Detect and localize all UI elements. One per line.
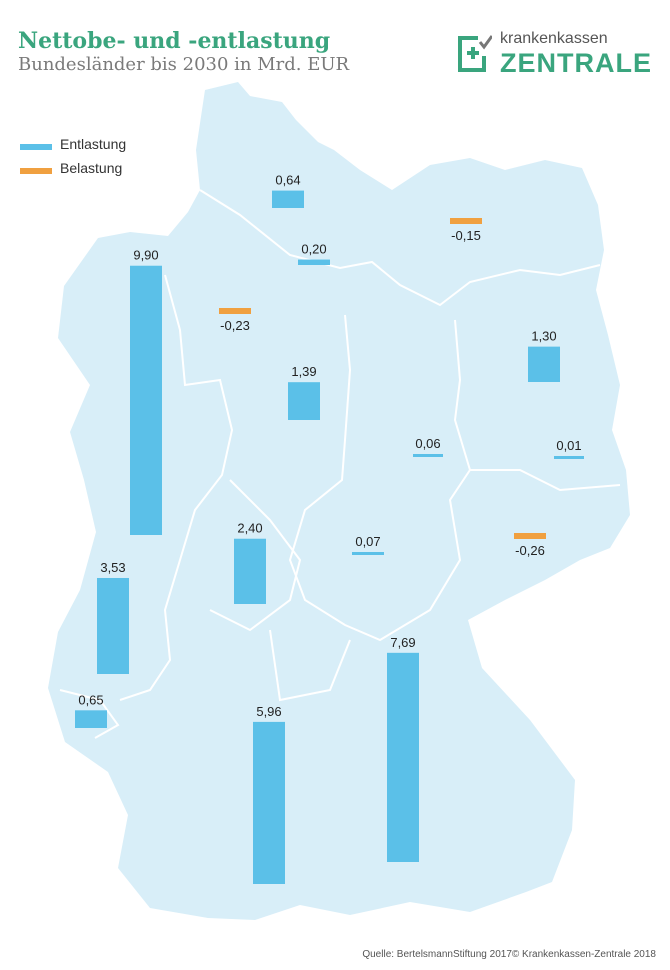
chart-subtitle: Bundesländer bis 2030 in Mrd. EUR	[18, 54, 350, 75]
bar-4	[219, 308, 251, 314]
bar-label-0: 0,64	[275, 173, 300, 188]
brand-logo: krankenkassen ZENTRALE	[452, 30, 662, 78]
bar-7	[413, 454, 443, 457]
bar-14	[75, 710, 107, 728]
bar-label-1: -0,15	[451, 228, 481, 243]
bar-group: 0,64 -0,15 0,20 9,90 -0,23 1,30 1,39 0,06 0,01 2,…	[75, 173, 584, 884]
border-west	[119, 274, 234, 701]
bar-label-9: 2,40	[237, 521, 262, 536]
bar-label-15: 5,96	[256, 704, 281, 719]
bar-label-10: 0,07	[355, 534, 380, 549]
shield-cross-check-icon	[458, 35, 492, 72]
bar-label-8: 0,01	[556, 438, 581, 453]
border-east	[453, 319, 471, 471]
bar-15	[253, 721, 285, 884]
bar-5	[528, 346, 560, 382]
chart-title: Nettobe- und -entlastung	[18, 28, 331, 54]
bar-label-6: 1,39	[291, 364, 316, 379]
bar-label-3: 9,90	[133, 248, 158, 263]
bar-label-13: 7,69	[390, 635, 415, 650]
bar-9	[234, 538, 266, 604]
bar-label-12: 3,53	[100, 560, 125, 575]
border-central	[288, 314, 621, 642]
bar-6	[288, 382, 320, 420]
legend-label-belastung: Belastung	[60, 160, 123, 176]
border-north	[199, 189, 601, 307]
bar-label-14: 0,65	[78, 692, 103, 707]
bar-1	[450, 218, 482, 224]
bar-label-2: 0,20	[301, 242, 326, 257]
bar-3	[130, 265, 162, 535]
bar-8	[554, 456, 584, 459]
bar-label-5: 1,30	[531, 329, 556, 344]
bar-12	[97, 577, 129, 674]
legend-swatch-belastung	[20, 168, 52, 174]
logo-text-bottom: ZENTRALE	[500, 48, 652, 78]
legend-label-entlastung: Entlastung	[60, 136, 127, 152]
border-hessen	[209, 479, 302, 632]
bar-10	[352, 552, 384, 555]
state-borders	[59, 189, 621, 739]
border-south	[269, 629, 351, 702]
bar-label-11: -0,26	[515, 543, 545, 558]
bar-13	[387, 652, 419, 862]
bar-2	[298, 259, 330, 265]
logo-text-top: krankenkassen	[500, 30, 608, 47]
bar-label-4: -0,23	[220, 318, 250, 333]
source-note: Quelle: BertelsmannStiftung 2017© Kranke…	[362, 949, 656, 960]
border-saar	[59, 689, 120, 739]
bar-label-7: 0,06	[415, 436, 440, 451]
bar-11	[514, 533, 546, 539]
bar-0	[272, 190, 304, 208]
germany-outline	[48, 82, 630, 920]
legend-swatch-entlastung	[20, 144, 52, 150]
